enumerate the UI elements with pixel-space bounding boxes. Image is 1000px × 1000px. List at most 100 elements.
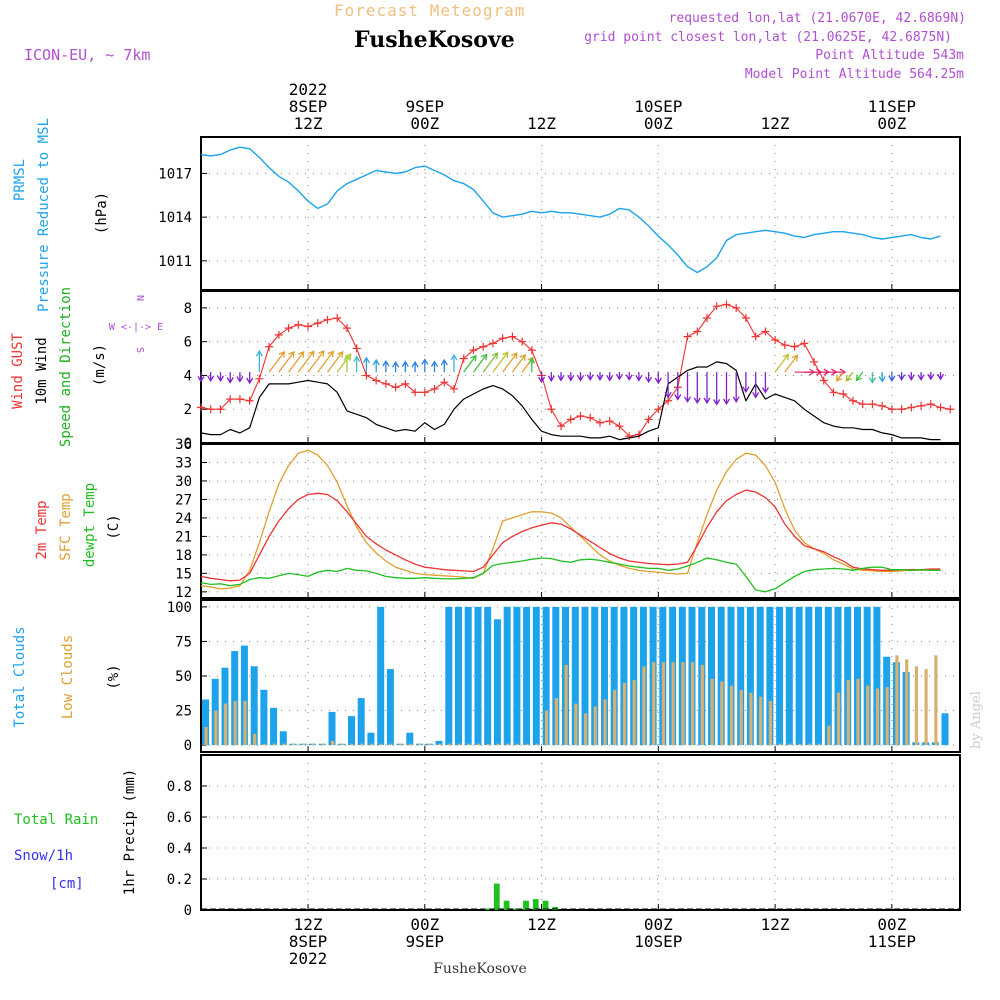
low-clouds-bar bbox=[905, 659, 909, 746]
wind-direction-arrow bbox=[674, 372, 682, 401]
wind-gust-marker bbox=[878, 401, 887, 410]
wind-gust-marker bbox=[654, 405, 663, 414]
total-clouds-bar bbox=[357, 698, 365, 746]
total-clouds-bar bbox=[581, 606, 589, 746]
low-clouds-bar bbox=[321, 743, 325, 746]
time-tick-label: 11SEP bbox=[868, 97, 916, 116]
low-clouds-bar bbox=[768, 700, 772, 746]
low-clouds-bar bbox=[350, 743, 354, 746]
station-title: FusheKosove bbox=[354, 27, 515, 53]
wind-direction-arrow bbox=[567, 372, 575, 382]
low-clouds-bar bbox=[788, 743, 792, 746]
model-label: ICON-EU, ~ 7km bbox=[24, 46, 150, 64]
low-clouds-bar bbox=[613, 689, 617, 746]
total-clouds-bar bbox=[785, 606, 793, 746]
low-clouds-bar bbox=[661, 662, 665, 746]
panel-frame bbox=[200, 443, 961, 599]
wind-direction-arrow bbox=[547, 372, 555, 383]
low-clouds-bar bbox=[369, 743, 374, 746]
total-clouds-bar bbox=[279, 731, 287, 746]
total-clouds-bar bbox=[756, 606, 764, 746]
wind-direction-arrow bbox=[625, 372, 633, 381]
wind-direction-arrow bbox=[463, 354, 477, 373]
wind-direction-arrow bbox=[317, 350, 334, 373]
y-tick-label: 1011 bbox=[158, 254, 192, 270]
wind-gust-marker bbox=[333, 314, 342, 323]
wind-direction-arrow bbox=[430, 360, 439, 373]
footer-station: FusheKosove bbox=[433, 961, 527, 977]
wind-direction-arrow bbox=[784, 354, 799, 373]
total-clouds-bar bbox=[406, 732, 414, 746]
y-tick-label: 27 bbox=[175, 492, 192, 508]
wind-gust-marker bbox=[693, 327, 702, 336]
total-rain-label: Total Rain bbox=[14, 812, 98, 828]
low-clouds-bar bbox=[447, 743, 451, 746]
wind-direction-arrow bbox=[683, 372, 692, 403]
low-clouds-bar bbox=[496, 743, 500, 746]
total-clouds-bar bbox=[941, 713, 949, 746]
wind-direction-arrow bbox=[907, 372, 915, 381]
wind-gust-line bbox=[200, 303, 951, 437]
low-clouds-bar bbox=[525, 743, 529, 746]
closest-coordinates: grid point closest lon,lat (21.0625E, 42… bbox=[584, 30, 952, 45]
prmsl-label: PRMSL bbox=[12, 159, 28, 201]
total-clouds-bar bbox=[737, 606, 745, 746]
wind-gust-marker bbox=[479, 342, 488, 351]
wind-direction-arrow bbox=[664, 372, 672, 399]
time-tick-label: 00Z bbox=[877, 114, 906, 133]
wind-direction-arrow bbox=[450, 353, 458, 373]
total-clouds-bar bbox=[377, 606, 385, 746]
wind-speed-line bbox=[200, 361, 941, 441]
low-clouds-bar bbox=[807, 743, 811, 746]
y-tick-label: 0.2 bbox=[167, 872, 192, 888]
total-clouds-bar bbox=[348, 716, 355, 746]
time-tick-label: 12Z bbox=[761, 915, 790, 934]
snow-label: Snow/1h bbox=[14, 848, 73, 864]
wind-gust-marker bbox=[595, 418, 604, 427]
low-clouds-bar bbox=[340, 743, 344, 746]
wind-gust-marker bbox=[381, 379, 390, 388]
wind-direction-arrow bbox=[878, 372, 886, 383]
wind-direction-arrow bbox=[392, 360, 400, 373]
wind-gust-marker bbox=[741, 314, 750, 323]
wind-gust-marker bbox=[557, 422, 566, 431]
wind-direction-arrow bbox=[898, 372, 906, 381]
low-clouds-bar bbox=[875, 688, 880, 746]
wind-direction-arrow bbox=[917, 372, 925, 381]
low-clouds-bar bbox=[593, 706, 597, 746]
low-clouds-bar bbox=[204, 727, 208, 746]
total-clouds-bar bbox=[591, 606, 599, 746]
wind-direction-label: Speed and Direction bbox=[58, 287, 74, 447]
low-clouds-bar bbox=[554, 698, 558, 746]
total-clouds-bar bbox=[776, 606, 784, 746]
wind-unit-label: (m/s) bbox=[92, 344, 108, 386]
precip-side-labels: Total Rain Snow/1h [cm] 1hr Precip (mm) bbox=[14, 769, 138, 895]
total-clouds-bar bbox=[464, 606, 472, 746]
wind-direction-arrow bbox=[421, 358, 429, 373]
wind-gust-marker bbox=[245, 396, 254, 405]
y-tick-label: 0.6 bbox=[167, 810, 192, 826]
time-tick-label: 9SEP bbox=[406, 932, 445, 951]
low-clouds-bar bbox=[681, 662, 685, 746]
y-tick-label: 24 bbox=[175, 511, 192, 527]
wind-gust-marker bbox=[946, 405, 955, 414]
wind-direction-arrow bbox=[216, 372, 225, 383]
wind-direction-arrow bbox=[557, 372, 565, 382]
wind-gust-marker bbox=[284, 324, 293, 333]
total-clouds-bar bbox=[367, 732, 375, 746]
wind-gust-marker bbox=[450, 384, 458, 393]
precip-unit-label: 1hr Precip (mm) bbox=[122, 769, 138, 895]
wind-direction-arrow bbox=[645, 372, 653, 384]
wind-gust-marker bbox=[605, 417, 614, 426]
time-tick-label: 00Z bbox=[410, 114, 439, 133]
requested-coordinates: requested lon,lat (21.0670E, 42.6869N) bbox=[669, 11, 966, 26]
wind-gust-marker bbox=[771, 335, 780, 344]
time-tick-label: 00Z bbox=[644, 915, 673, 934]
low-clouds-bar bbox=[408, 743, 412, 746]
wind-gust-marker bbox=[625, 432, 634, 441]
snow-unit-label: [cm] bbox=[50, 876, 84, 892]
wind-direction-arrow bbox=[226, 372, 234, 384]
wind-direction-arrow bbox=[440, 358, 448, 373]
y-tick-label: 1017 bbox=[158, 166, 192, 182]
rain-bar bbox=[484, 908, 490, 910]
